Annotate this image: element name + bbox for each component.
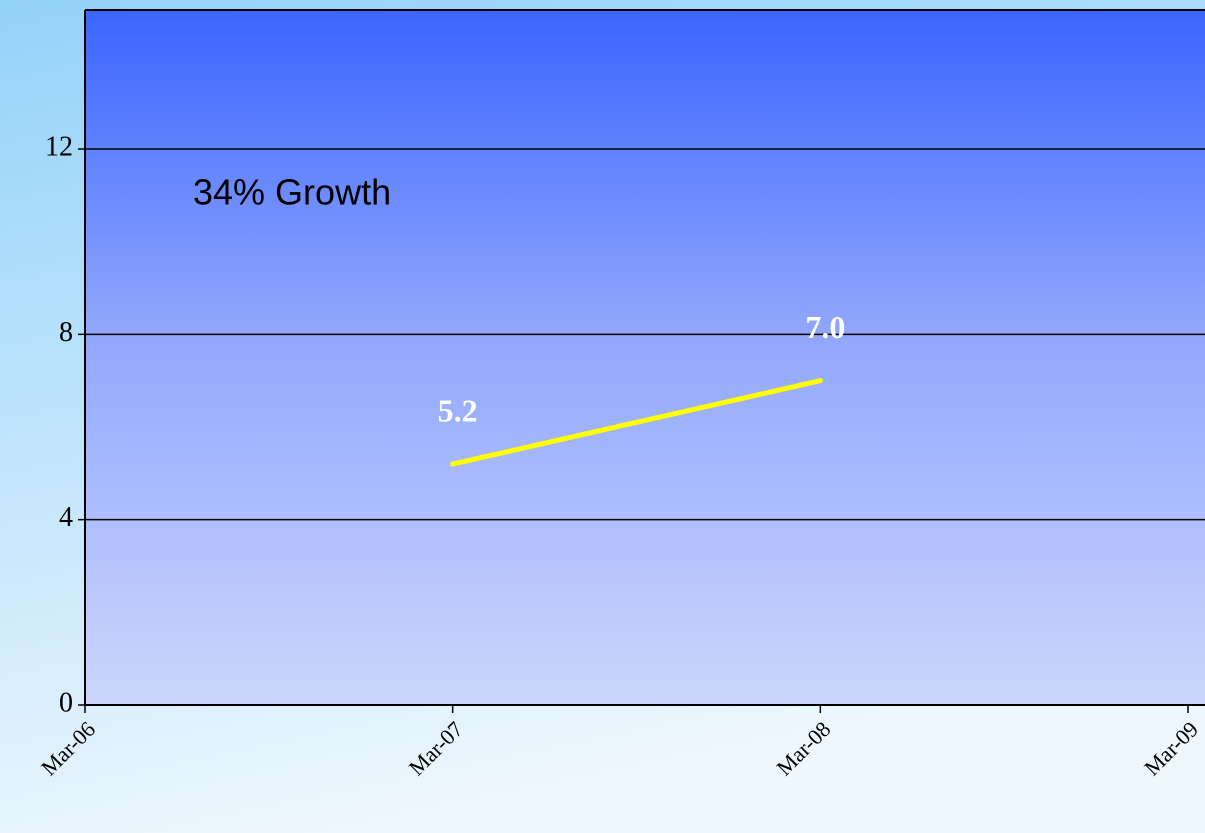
y-tick-label: 4 <box>59 502 73 533</box>
y-tick-label: 8 <box>59 317 73 348</box>
data-label: 7.0 <box>805 309 845 345</box>
data-line <box>450 378 823 467</box>
data-label: 5.2 <box>438 392 478 428</box>
y-tick-label: 12 <box>45 131 73 162</box>
y-tick-label: 0 <box>59 687 73 718</box>
plot-background <box>85 10 1205 705</box>
plot-area <box>85 10 1205 705</box>
annotation: 34% Growth <box>193 172 391 213</box>
